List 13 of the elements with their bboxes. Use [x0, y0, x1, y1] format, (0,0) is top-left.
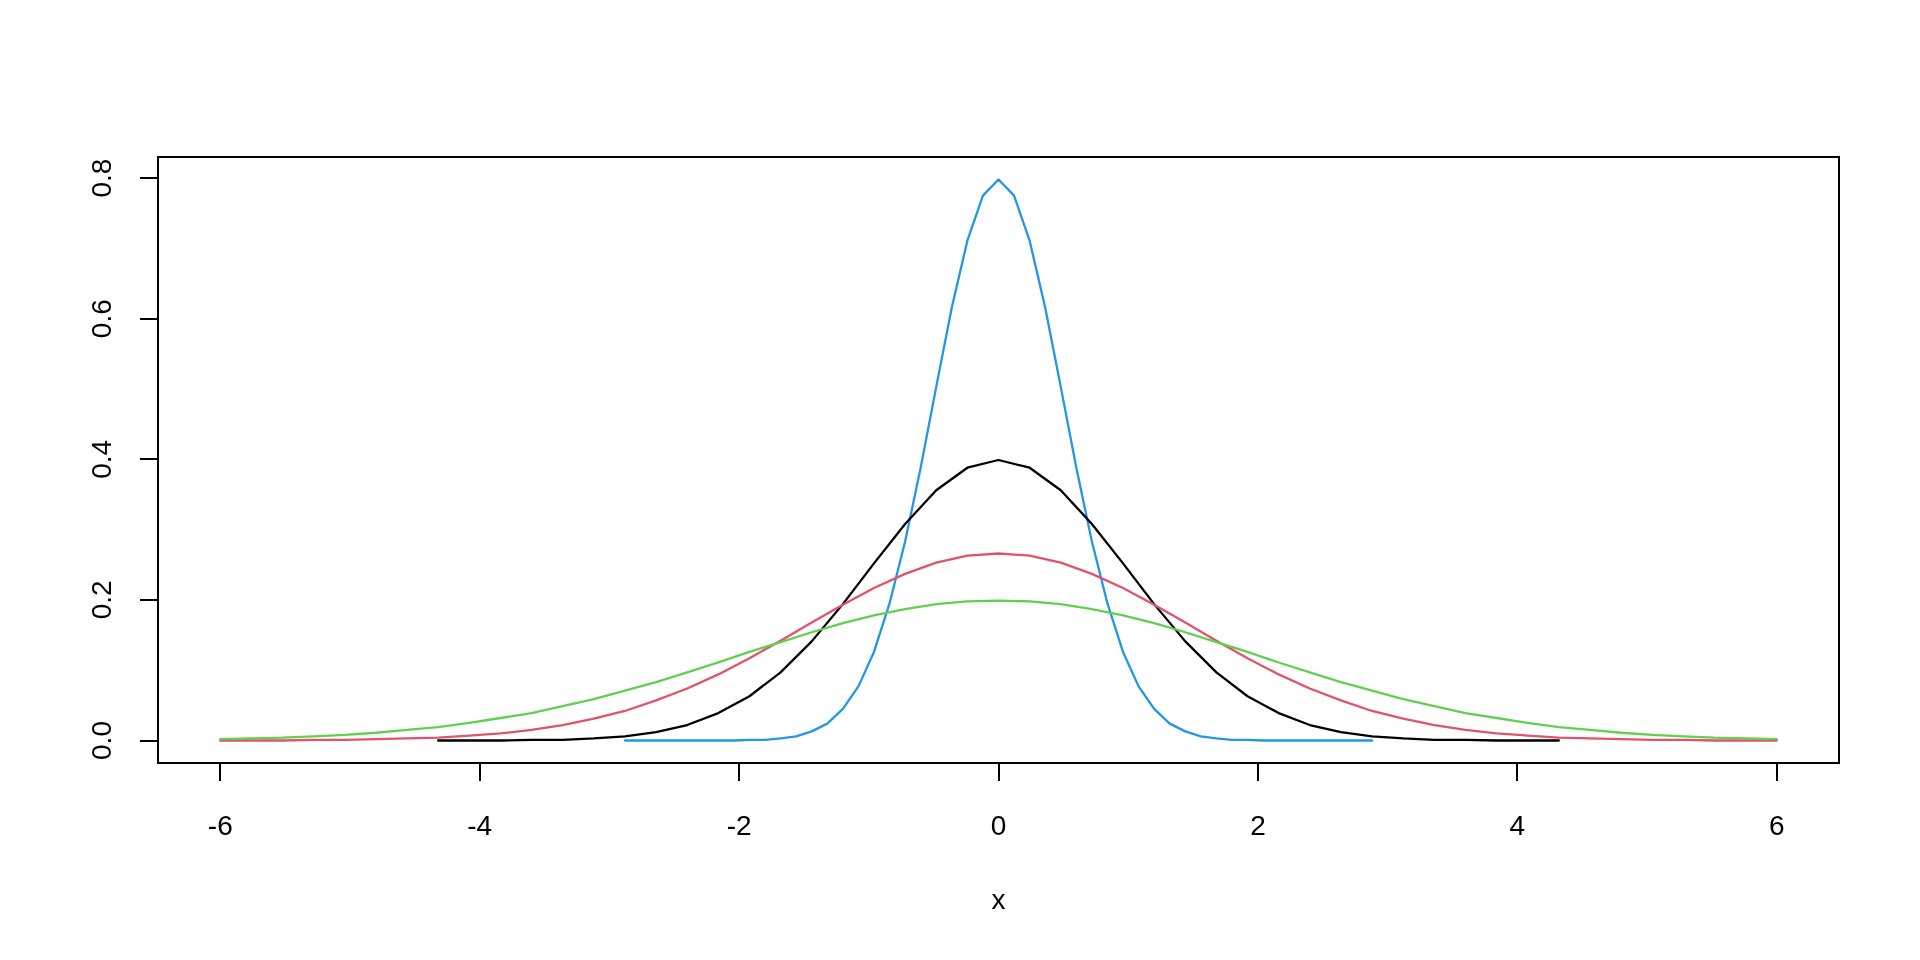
x-tick-label: -6 [207, 809, 233, 841]
x-tick-label: 2 [1250, 809, 1266, 841]
x-tick-label: -4 [467, 809, 493, 841]
x-tick-label: -2 [726, 809, 752, 841]
y-tick-label: 0.0 [86, 721, 117, 760]
y-tick-label: 0.8 [86, 158, 117, 198]
y-tick-label: 0.6 [86, 299, 117, 339]
x-tick-label: 6 [1768, 809, 1785, 841]
y-tick-label: 0.4 [86, 439, 117, 479]
x-tick-label: 4 [1509, 809, 1526, 841]
y-tick-label: 0.2 [86, 580, 117, 620]
x-tick-label: 0 [990, 809, 1007, 841]
x-axis-title: x [991, 883, 1006, 915]
